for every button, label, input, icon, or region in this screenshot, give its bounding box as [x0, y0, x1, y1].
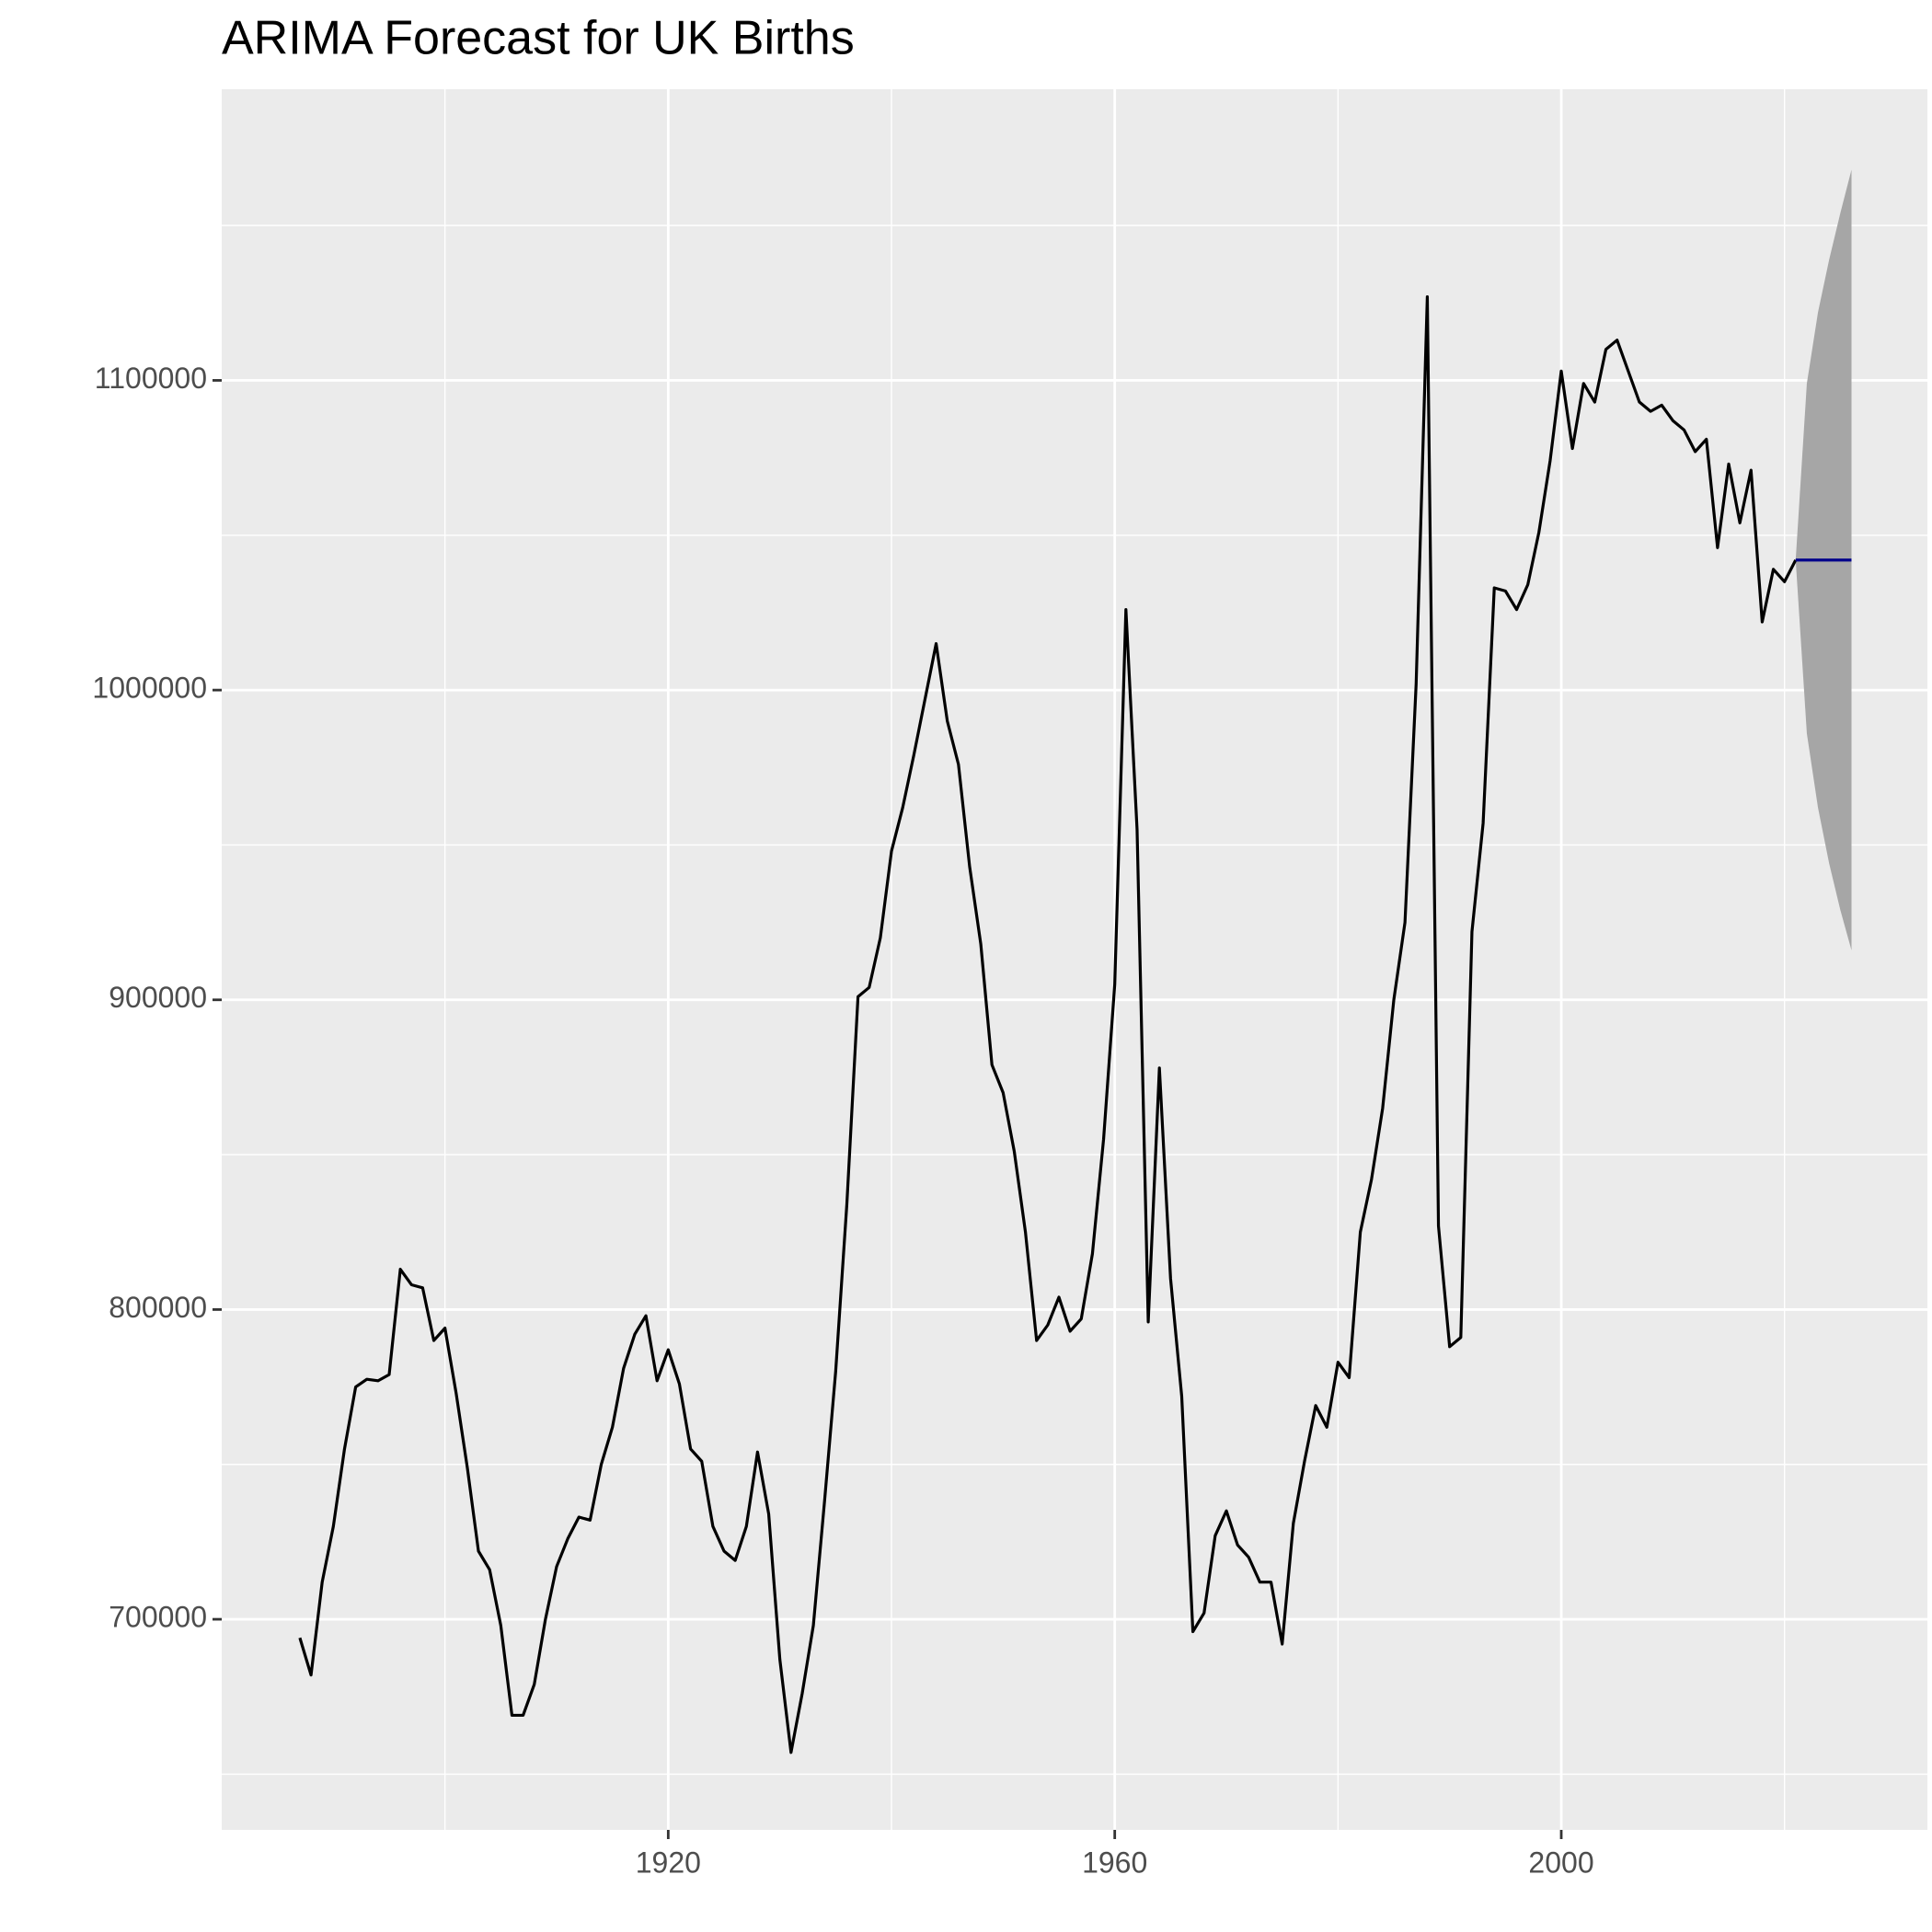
panel	[222, 89, 1927, 1830]
y-tick-label: 700000	[109, 1601, 207, 1634]
y-tick-label: 1100000	[95, 362, 207, 395]
y-tick-label: 900000	[109, 981, 207, 1014]
chart-title: ARIMA Forecast for UK Births	[222, 12, 855, 65]
x-tick-label: 1960	[1082, 1846, 1147, 1879]
x-tick-label: 1920	[636, 1846, 701, 1879]
x-tick-label: 2000	[1528, 1846, 1593, 1879]
y-tick-label: 1000000	[92, 672, 207, 705]
y-tick-label: 800000	[109, 1291, 207, 1324]
history-line	[298, 294, 1798, 1754]
